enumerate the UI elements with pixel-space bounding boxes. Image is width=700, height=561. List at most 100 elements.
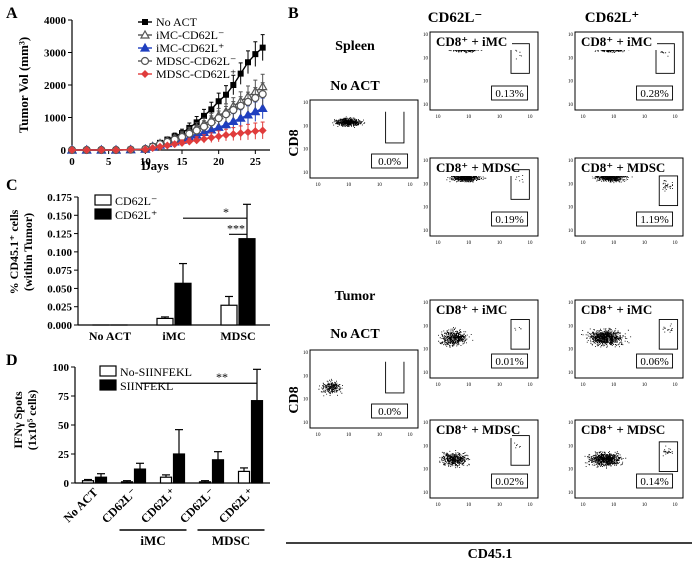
panel-a-xtick-label: 0 — [69, 156, 75, 168]
flow-dot-cloud — [439, 450, 471, 469]
panel-a-xlabel: Days — [141, 158, 168, 173]
panel-a-legend-marker — [140, 56, 150, 66]
panel-d-bar — [198, 481, 212, 484]
panel-c-ylabel: % CD45.1⁺ cells — [7, 209, 21, 294]
panel-a-xtick-label: 5 — [106, 156, 112, 168]
flow-dot-cloud — [581, 327, 632, 348]
flow-tick-label: 10 — [497, 241, 503, 246]
panel-c-legend-swatch — [94, 208, 112, 220]
flow-plot-title: CD8⁺ + iMC — [436, 34, 507, 49]
flow-gate-dots — [662, 445, 673, 457]
panel-a-point — [156, 142, 164, 151]
flow-tick-label: 10 — [303, 421, 309, 426]
panel-a-point — [236, 129, 245, 138]
flow-dot-cloud — [584, 451, 627, 469]
panel-a-point — [192, 136, 201, 145]
panel-d-bar — [159, 476, 173, 484]
flow-tick-label: 10 — [568, 371, 574, 376]
flow-plot-spleen-0: 10 10 10 10 10 10 10 10 0.0% — [303, 99, 419, 188]
panel-c-bar — [156, 317, 174, 326]
flow-tick-label: 10 — [316, 183, 322, 188]
panel-d-legend-label: No-SIINFEKL — [120, 365, 192, 379]
panel-d-category-label: CD62L⁻ — [99, 485, 140, 526]
spleen-no-act-label: No ACT — [330, 79, 380, 94]
panel-a-point — [200, 134, 208, 143]
flow-tick-label: 10 — [581, 241, 587, 246]
panel-a-legend-marker — [139, 29, 151, 39]
panel-c-ytick-label: 0.150 — [47, 210, 72, 222]
flow-percentage-box — [491, 473, 529, 489]
panel-a-point — [221, 110, 231, 119]
flow-plot-spleen-2: 10 10 10 10 10 10 10 10 0.28% CD8⁺ + iMC — [568, 31, 684, 120]
panel-d-bar — [81, 480, 95, 484]
flow-tick-label: 10 — [303, 398, 309, 403]
flow-tick-label: 10 — [568, 229, 574, 234]
flow-tick-label: 10 — [316, 433, 322, 438]
panel-a-point — [236, 101, 245, 110]
flow-dots — [584, 451, 627, 469]
flow-tick-label: 10 — [568, 348, 574, 353]
panel-a-legend-label: iMC-CD62L⁺ — [156, 41, 224, 55]
panel-d-ytick-label: 0 — [64, 478, 70, 490]
flow-percentage: 0.19% — [495, 214, 523, 226]
panel-a-point — [242, 109, 254, 119]
flow-plot-spleen-3: 10 10 10 10 10 10 10 10 0.19% CD8⁺ + MDSC — [423, 157, 539, 246]
flow-tick-label: 10 — [423, 444, 429, 449]
flow-dots — [332, 116, 366, 128]
flow-tick-label: 10 — [436, 115, 442, 120]
flow-tick-label: 10 — [423, 33, 429, 38]
panel-c-ytick-label: 0.100 — [47, 247, 72, 259]
panel-c-legend-label: CD62L⁻ — [115, 194, 157, 208]
panel-c-bar — [174, 282, 192, 326]
panel-d-category-label: No ACT — [61, 485, 101, 525]
flow-tick-label: 10 — [673, 115, 679, 120]
flow-tick-label: 10 — [408, 183, 414, 188]
flow-plot-frame — [309, 99, 419, 179]
panel-c-category-label: MDSC — [220, 329, 255, 343]
panel-a-point — [214, 114, 223, 123]
panel-a-point — [243, 97, 253, 107]
flow-percentage-box — [636, 473, 674, 489]
flow-tick-label: 10 — [611, 383, 617, 388]
flow-percentage-box — [636, 353, 674, 369]
section-label-tumor: Tumor — [335, 289, 376, 304]
panel-d-ytick-label: 25 — [58, 449, 70, 461]
panel-d-ylabel2: (1x10⁵ cells) — [25, 390, 39, 451]
flow-dots — [581, 327, 632, 348]
flow-tick-label: 10 — [568, 301, 574, 306]
flow-gate-box — [385, 111, 405, 144]
panel-d-bar — [172, 453, 186, 484]
panel-a-point — [207, 133, 216, 142]
flow-tick-label: 10 — [423, 103, 429, 108]
flow-gate-box — [658, 441, 679, 472]
flow-tick-label: 10 — [611, 115, 617, 120]
flow-plot-title: CD8⁺ + MDSC — [581, 160, 665, 175]
flow-tick-label: 10 — [568, 324, 574, 329]
flow-percentage-box — [371, 403, 409, 419]
panel-a-point — [201, 112, 207, 119]
panel-c-legend-swatch — [94, 194, 112, 206]
flow-tick-label: 10 — [581, 383, 587, 388]
panel-a-point — [185, 129, 194, 138]
flow-title-bg — [577, 160, 657, 176]
flow-tick-label: 10 — [611, 503, 617, 508]
panel-a-point — [199, 122, 209, 131]
panel-label-c: C — [6, 177, 18, 194]
panel-c-bar-chart: % CD45.1⁺ cells (within Tumor) 0.000 0.02… — [7, 192, 270, 343]
spleen-y-axis-cd8: CD8 — [287, 129, 302, 156]
panel-a-point — [97, 146, 106, 154]
panel-c-ytick-label: 0.125 — [47, 229, 72, 241]
flow-tick-label: 10 — [568, 421, 574, 426]
flow-tick-label: 10 — [303, 101, 309, 106]
panel-d-legend-label: SIINFEKL — [120, 379, 173, 393]
flow-plot-spleen-4: 10 10 10 10 10 10 10 10 1.19% CD8⁺ + MDSC — [568, 157, 684, 246]
flow-tick-label: 10 — [423, 301, 429, 306]
panel-d-category-label: CD62L⁺ — [216, 485, 257, 526]
panel-c-ytick-label: 0.050 — [47, 283, 72, 295]
flow-tick-label: 10 — [423, 182, 429, 187]
panel-d-ytick-label: 75 — [58, 391, 70, 403]
flow-tick-label: 10 — [423, 206, 429, 211]
flow-tick-label: 10 — [568, 444, 574, 449]
flow-plot-tumor-8: 10 10 10 10 10 10 10 10 0.02% CD8⁺ + MDSC — [423, 419, 539, 508]
flow-plot-spleen-1: 10 10 10 10 10 10 10 10 0.13% CD8⁺ + iMC — [423, 31, 539, 120]
